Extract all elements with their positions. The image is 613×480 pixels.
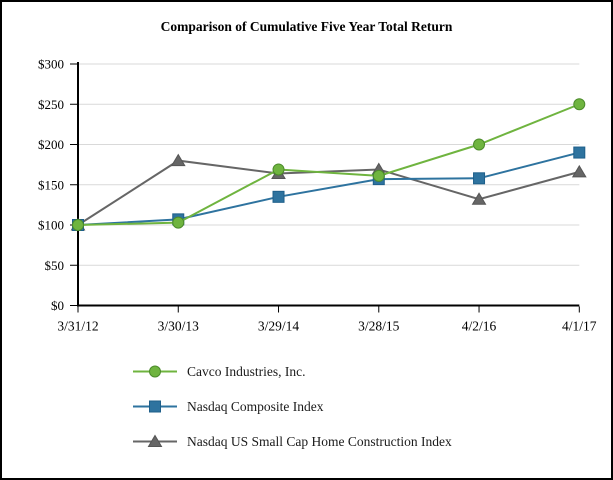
x-tick-label: 3/29/14 xyxy=(258,319,300,334)
x-tick-label: 4/2/16 xyxy=(462,319,497,334)
series-2-point-1 xyxy=(170,153,186,167)
series-0-point-1 xyxy=(172,216,185,229)
legend-marker xyxy=(149,400,161,413)
y-tick-label: $0 xyxy=(51,298,64,313)
legend-marker-triangle-icon xyxy=(133,434,177,447)
y-tick-label: $50 xyxy=(45,258,65,273)
chart-legend: Cavco Industries, Inc. Nasdaq Composite I… xyxy=(133,364,452,469)
y-tick-label: $300 xyxy=(38,57,64,72)
legend-marker xyxy=(149,365,161,378)
series-0-point-3 xyxy=(372,169,385,182)
x-tick-label: 3/28/15 xyxy=(358,319,400,334)
series-1-point-5 xyxy=(573,146,586,159)
y-tick-label: $250 xyxy=(38,97,64,112)
series-line-2 xyxy=(77,159,580,226)
series-line-0 xyxy=(77,103,580,226)
x-tick-label: 3/30/13 xyxy=(158,319,200,334)
series-0-point-0 xyxy=(72,219,84,231)
series-1-point-4 xyxy=(473,172,486,185)
series-0-point-5 xyxy=(573,98,586,111)
y-tick-label: $150 xyxy=(38,177,64,192)
chart-title: Comparison of Cumulative Five Year Total… xyxy=(160,19,453,34)
series-0-point-4 xyxy=(473,138,486,151)
legend-marker-circle-icon xyxy=(133,365,177,378)
chart-plot-area: $0 $50 $100 $150 $200 $250 $300 3/31/12 3/30/13 3… xyxy=(38,57,597,334)
legend-label: Nasdaq Composite Index xyxy=(187,398,324,414)
legend-label: Nasdaq US Small Cap Home Construction In… xyxy=(187,433,452,449)
legend-label: Cavco Industries, Inc. xyxy=(187,363,306,379)
legend-item-0: Cavco Industries, Inc. xyxy=(133,364,452,379)
legend-item-1: Nasdaq Composite Index xyxy=(133,399,452,414)
legend-marker-square-icon xyxy=(133,400,177,413)
series-line-1 xyxy=(77,151,580,226)
legend-item-2: Nasdaq US Small Cap Home Construction In… xyxy=(133,434,452,449)
y-tick-label: $100 xyxy=(38,218,64,233)
legend-marker xyxy=(147,434,163,447)
y-tick-label: $200 xyxy=(38,137,64,152)
series-2-point-4 xyxy=(471,192,487,205)
x-tick-label: 3/31/12 xyxy=(57,319,98,334)
x-tick-label: 4/1/17 xyxy=(562,319,597,334)
series-2-point-5 xyxy=(571,164,587,178)
series-1-point-2 xyxy=(272,190,285,203)
series-0-point-2 xyxy=(272,163,285,176)
